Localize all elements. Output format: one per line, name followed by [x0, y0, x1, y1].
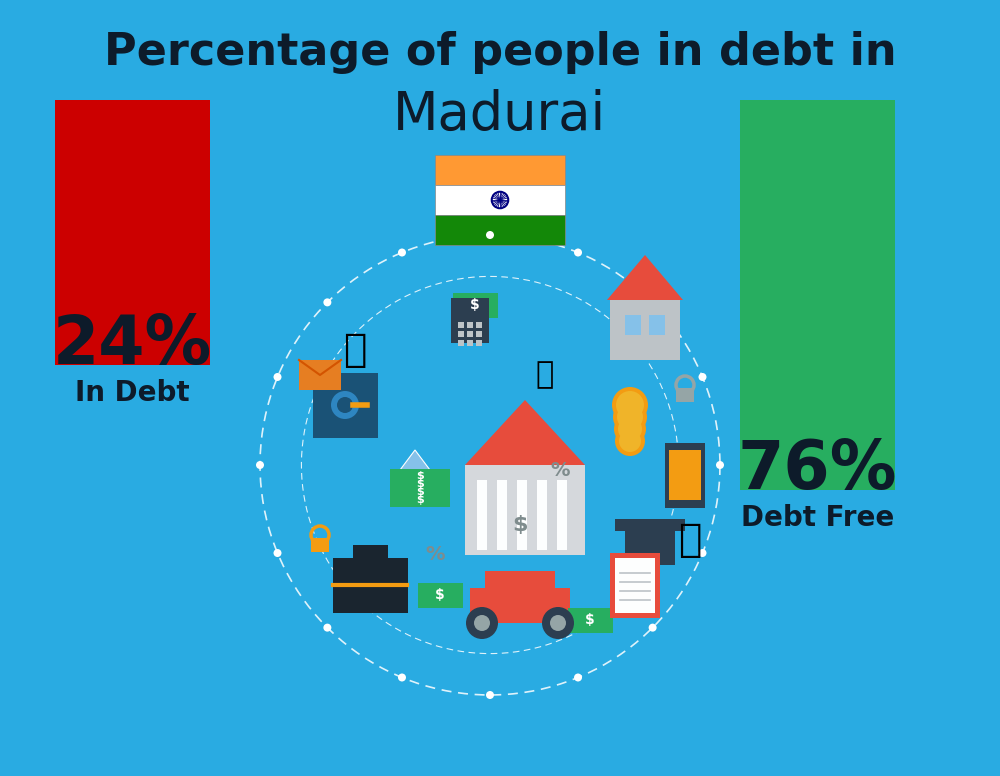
- Text: $: $: [416, 471, 424, 481]
- FancyBboxPatch shape: [470, 587, 570, 622]
- Circle shape: [614, 413, 646, 445]
- Circle shape: [260, 235, 720, 695]
- FancyBboxPatch shape: [669, 450, 701, 500]
- Circle shape: [474, 615, 490, 631]
- FancyBboxPatch shape: [568, 608, 612, 632]
- Text: %: %: [425, 546, 445, 564]
- FancyBboxPatch shape: [332, 557, 408, 612]
- Circle shape: [331, 391, 359, 419]
- FancyBboxPatch shape: [649, 315, 665, 335]
- Polygon shape: [465, 400, 585, 465]
- FancyBboxPatch shape: [451, 297, 489, 342]
- Circle shape: [274, 549, 282, 557]
- FancyBboxPatch shape: [615, 557, 655, 612]
- FancyBboxPatch shape: [390, 477, 450, 491]
- FancyBboxPatch shape: [458, 340, 464, 346]
- Text: Debt Free: Debt Free: [741, 504, 894, 532]
- FancyBboxPatch shape: [537, 480, 547, 550]
- Circle shape: [649, 298, 657, 307]
- Text: 76%: 76%: [738, 437, 897, 503]
- FancyBboxPatch shape: [476, 322, 482, 328]
- Circle shape: [612, 387, 648, 423]
- FancyBboxPatch shape: [418, 583, 462, 608]
- FancyBboxPatch shape: [311, 538, 329, 552]
- FancyBboxPatch shape: [615, 519, 685, 531]
- FancyBboxPatch shape: [476, 331, 482, 337]
- FancyBboxPatch shape: [312, 372, 378, 438]
- FancyBboxPatch shape: [625, 315, 641, 335]
- FancyBboxPatch shape: [625, 525, 675, 565]
- FancyBboxPatch shape: [390, 485, 450, 499]
- Text: $: $: [512, 515, 528, 535]
- Text: Madurai: Madurai: [393, 89, 607, 141]
- Text: 🎓: 🎓: [678, 521, 702, 559]
- Circle shape: [617, 404, 643, 430]
- Circle shape: [323, 624, 331, 632]
- Circle shape: [486, 691, 494, 699]
- FancyBboxPatch shape: [55, 100, 210, 365]
- Text: 24%: 24%: [53, 312, 212, 378]
- Polygon shape: [607, 255, 683, 300]
- FancyBboxPatch shape: [435, 215, 565, 245]
- Text: $: $: [470, 298, 480, 312]
- Circle shape: [649, 624, 657, 632]
- Circle shape: [619, 430, 641, 452]
- FancyBboxPatch shape: [452, 293, 498, 317]
- FancyBboxPatch shape: [458, 331, 464, 337]
- FancyBboxPatch shape: [467, 331, 473, 337]
- Text: 🦅: 🦅: [343, 331, 367, 369]
- FancyBboxPatch shape: [435, 155, 565, 185]
- Text: $: $: [416, 495, 424, 505]
- FancyBboxPatch shape: [390, 469, 450, 483]
- FancyBboxPatch shape: [390, 493, 450, 507]
- Text: $: $: [416, 487, 424, 497]
- Text: $: $: [435, 588, 445, 602]
- Circle shape: [574, 674, 582, 681]
- Circle shape: [486, 231, 494, 239]
- Text: 🔑: 🔑: [536, 361, 554, 390]
- Polygon shape: [400, 450, 430, 490]
- FancyBboxPatch shape: [352, 545, 388, 561]
- Circle shape: [256, 461, 264, 469]
- Text: $: $: [416, 479, 424, 489]
- Circle shape: [398, 674, 406, 681]
- Circle shape: [698, 549, 706, 557]
- FancyBboxPatch shape: [497, 480, 507, 550]
- Circle shape: [323, 298, 331, 307]
- Circle shape: [542, 607, 574, 639]
- Circle shape: [274, 373, 282, 381]
- Circle shape: [613, 400, 647, 434]
- Circle shape: [398, 248, 406, 257]
- Text: %: %: [550, 460, 570, 480]
- Circle shape: [615, 426, 645, 456]
- FancyBboxPatch shape: [467, 322, 473, 328]
- FancyBboxPatch shape: [465, 465, 585, 555]
- Text: Percentage of people in debt in: Percentage of people in debt in: [104, 30, 896, 74]
- FancyBboxPatch shape: [485, 571, 555, 599]
- Circle shape: [337, 397, 353, 413]
- FancyBboxPatch shape: [740, 100, 895, 490]
- Text: In Debt: In Debt: [75, 379, 190, 407]
- FancyBboxPatch shape: [467, 340, 473, 346]
- FancyBboxPatch shape: [665, 442, 705, 508]
- FancyBboxPatch shape: [557, 480, 567, 550]
- FancyBboxPatch shape: [676, 388, 694, 402]
- Circle shape: [618, 417, 642, 441]
- FancyBboxPatch shape: [610, 300, 680, 360]
- FancyBboxPatch shape: [435, 185, 565, 215]
- Circle shape: [550, 615, 566, 631]
- Circle shape: [574, 248, 582, 257]
- Circle shape: [466, 607, 498, 639]
- Text: $: $: [585, 613, 595, 627]
- FancyBboxPatch shape: [299, 360, 341, 390]
- Circle shape: [716, 461, 724, 469]
- FancyBboxPatch shape: [458, 322, 464, 328]
- FancyBboxPatch shape: [517, 480, 527, 550]
- FancyBboxPatch shape: [477, 480, 487, 550]
- Circle shape: [698, 373, 706, 381]
- FancyBboxPatch shape: [476, 340, 482, 346]
- FancyBboxPatch shape: [610, 553, 660, 618]
- Circle shape: [616, 391, 644, 419]
